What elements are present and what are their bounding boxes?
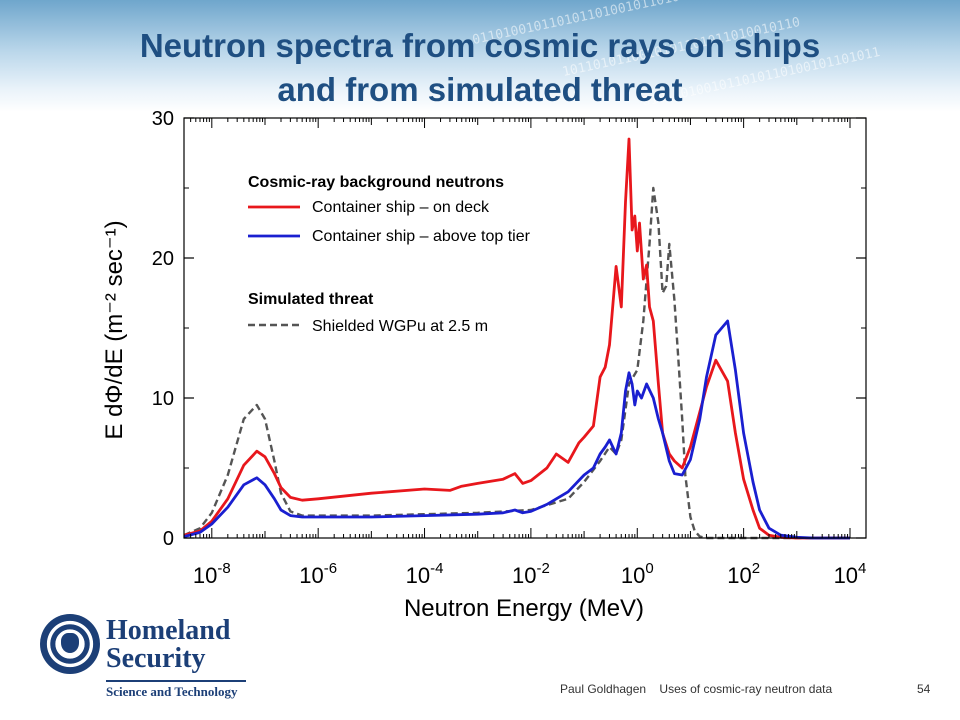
- legend-entry-label: Shielded WGPu at 2.5 m: [312, 318, 488, 335]
- slide-title: Neutron spectra from cosmic rays on ship…: [0, 24, 960, 112]
- x-axis-label: Neutron Energy (MeV): [404, 595, 644, 622]
- slide-footer: Paul Goldhagen Uses of cosmic-ray neutro…: [560, 682, 842, 696]
- x-tick-label: 10-8: [193, 560, 231, 588]
- slide-title-line2: and from simulated threat: [277, 71, 683, 108]
- logo-line3: Science and Technology: [106, 684, 238, 699]
- logo-line2: Security: [106, 643, 206, 674]
- footer-topic: Uses of cosmic-ray neutron data: [659, 682, 833, 696]
- x-tick-label: 10-2: [512, 560, 550, 588]
- y-tick-label: 20: [152, 248, 174, 270]
- x-tick-label: 100: [621, 560, 654, 588]
- x-tick-label: 10-6: [299, 560, 337, 588]
- footer-author: Paul Goldhagen: [560, 682, 647, 696]
- logo-divider: [106, 680, 246, 682]
- dhs-logo: Homeland Security Science and Technology: [40, 614, 250, 704]
- y-axis-label: E dΦ/dE (m⁻² sec⁻¹): [101, 220, 128, 439]
- legend-entry-label: Container ship – above top tier: [312, 228, 531, 245]
- slide-title-line1: Neutron spectra from cosmic rays on ship…: [139, 27, 821, 64]
- y-tick-label: 30: [152, 108, 174, 130]
- x-tick-label: 104: [834, 560, 867, 588]
- x-tick-label: 10-4: [406, 560, 444, 588]
- legend-entry-label: Container ship – on deck: [312, 199, 490, 216]
- y-tick-label: 0: [163, 528, 174, 550]
- logo-line1: Homeland: [106, 615, 231, 646]
- series-line-1: [183, 319, 850, 540]
- x-tick-label: 102: [727, 560, 760, 588]
- dhs-seal-icon: [40, 614, 100, 674]
- page-number: 54: [917, 682, 931, 696]
- series-line-0: [183, 137, 850, 540]
- legend-group-title: Cosmic-ray background neutrons: [248, 174, 504, 191]
- y-tick-label: 10: [152, 388, 174, 410]
- legend-group-title: Simulated threat: [248, 291, 374, 308]
- title-banner: 0110100101101011010010110101001 10110101…: [0, 0, 960, 112]
